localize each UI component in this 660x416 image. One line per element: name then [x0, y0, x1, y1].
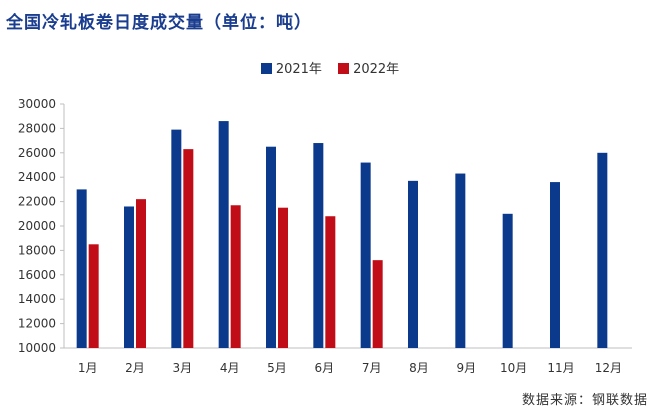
legend-swatch-2022 [338, 63, 350, 74]
bar-2022-5 [278, 207, 288, 348]
x-tick-label: 9月 [457, 361, 477, 375]
x-tick-label: 10月 [500, 361, 527, 375]
legend-label-2022: 2022年 [353, 62, 400, 77]
y-tick-label: 16000 [18, 268, 56, 282]
x-tick-label: 8月 [409, 361, 429, 375]
x-tick-label: 6月 [315, 361, 335, 375]
y-tick-label: 10000 [18, 341, 56, 355]
x-tick-label: 3月 [173, 361, 193, 375]
y-tick-label: 20000 [18, 219, 56, 233]
bar-2021-11 [550, 182, 560, 348]
y-tick-label: 30000 [18, 97, 56, 111]
x-tick-label: 5月 [267, 361, 287, 375]
y-tick-label: 26000 [18, 146, 56, 160]
bar-2021-9 [455, 173, 466, 348]
legend-swatch-2021 [260, 63, 272, 74]
source-note: 数据来源：钢联数据 [521, 393, 648, 408]
y-tick-label: 14000 [18, 292, 56, 306]
y-tick-label: 18000 [18, 243, 56, 257]
y-tick-label: 24000 [18, 170, 56, 184]
y-tick-label: 22000 [18, 195, 56, 209]
legend-item-2022: 2022年 [338, 58, 399, 77]
x-tick-label: 11月 [547, 361, 574, 375]
legend-item-2021: 2021年 [260, 58, 322, 77]
x-tick-label: 7月 [362, 361, 382, 375]
bar-2021-2 [124, 206, 134, 348]
bar-2022-2 [136, 199, 146, 348]
bar-2021-4 [218, 121, 229, 348]
bar-2022-6 [325, 216, 336, 348]
bar-2021-12 [597, 152, 608, 348]
bar-2021-1 [76, 189, 87, 348]
bar-2021-7 [360, 162, 371, 348]
y-tick-label: 28000 [18, 121, 56, 135]
bar-2022-3 [183, 149, 194, 348]
bar-2021-8 [408, 180, 418, 348]
y-tick-label: 12000 [18, 317, 56, 331]
bar-2022-7 [372, 260, 383, 348]
x-tick-label: 1月 [78, 361, 98, 375]
x-tick-label: 12月 [595, 361, 622, 375]
bar-2021-3 [171, 129, 182, 348]
legend: 2021年 2022年 [0, 58, 660, 77]
legend-label-2021: 2021年 [275, 62, 322, 77]
x-tick-label: 2月 [125, 361, 145, 375]
bar-2022-1 [88, 244, 99, 348]
bar-2021-10 [502, 213, 513, 348]
chart-title: 全国冷轧板卷日度成交量（单位：吨） [6, 13, 312, 33]
bar-2022-4 [230, 205, 241, 348]
x-tick-label: 4月 [220, 361, 240, 375]
bar-2021-6 [313, 143, 324, 348]
bar-2021-5 [266, 146, 276, 348]
